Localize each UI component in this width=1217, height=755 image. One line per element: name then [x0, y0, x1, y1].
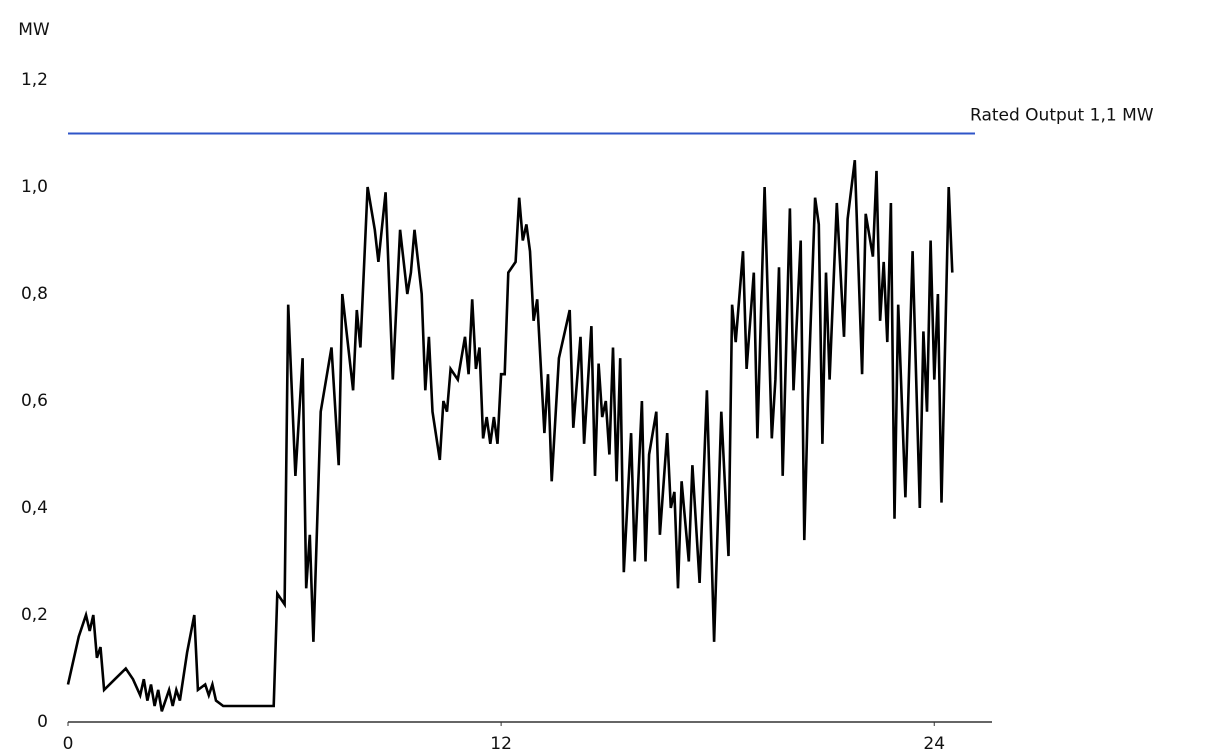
y-tick-label: 1,0 [21, 177, 48, 197]
x-tick-label: 24 [923, 734, 945, 754]
y-tick-label: 0,6 [21, 391, 48, 411]
x-tick-label: 0 [63, 734, 74, 754]
y-tick-label: 0,8 [21, 284, 48, 304]
y-tick-label: 1,2 [21, 70, 48, 90]
y-tick-label: 0,2 [21, 605, 48, 625]
y-tick-label: 0,4 [21, 498, 48, 518]
rated-output-label: Rated Output 1,1 MW [970, 106, 1154, 126]
data-line [66, 160, 954, 712]
x-tick-label: 12 [490, 734, 512, 754]
y-axis-label: MW [18, 20, 50, 40]
y-tick-label: 0 [37, 712, 48, 732]
